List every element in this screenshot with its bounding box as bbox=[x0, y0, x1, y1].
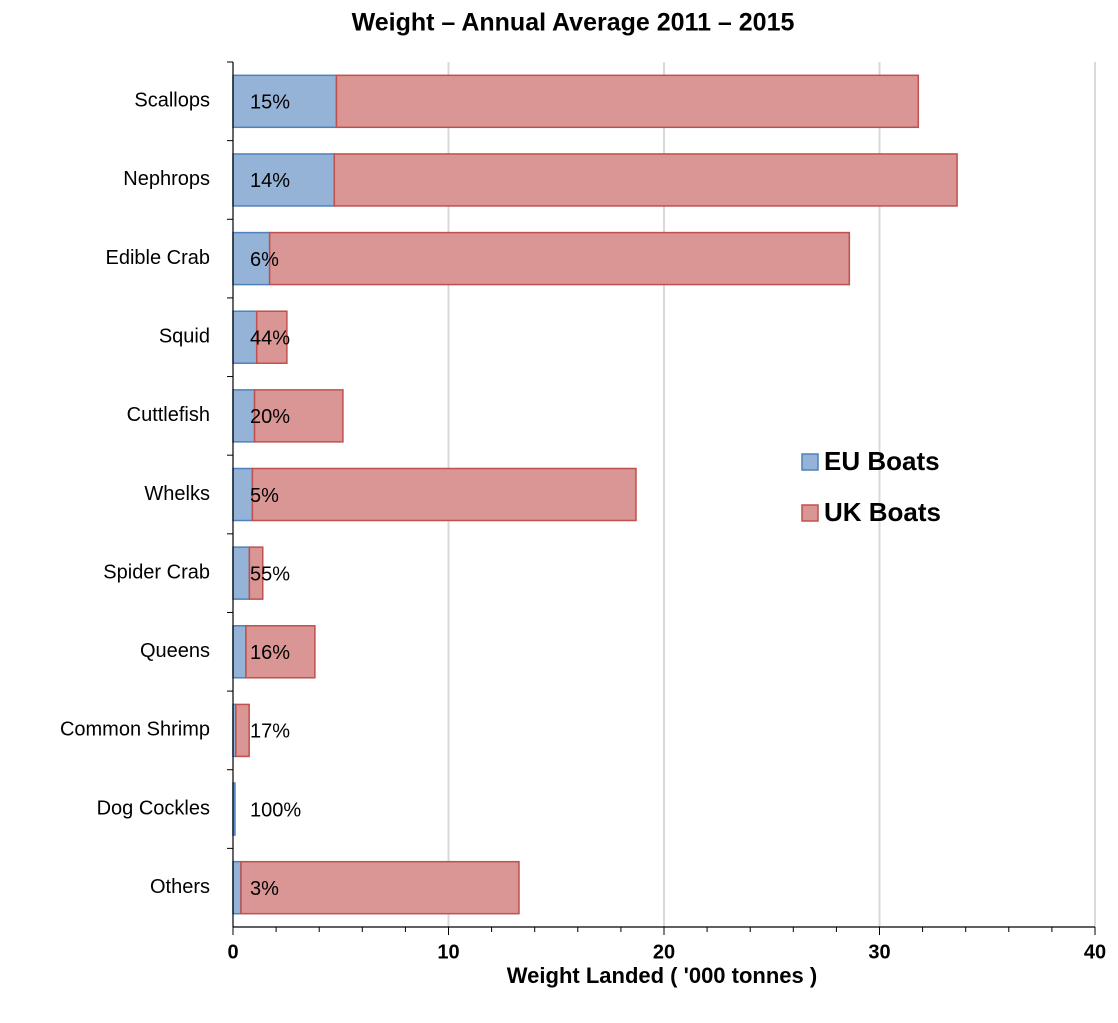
share-label: 14% bbox=[250, 170, 290, 192]
x-tick-label: 40 bbox=[1084, 941, 1106, 963]
y-tick-label: Others bbox=[150, 876, 210, 898]
bar-segment bbox=[251, 467, 637, 522]
x-tick-label: 10 bbox=[437, 941, 459, 963]
legend-label: EU Boats bbox=[824, 446, 940, 476]
y-tick-label: Queens bbox=[140, 640, 210, 662]
share-label: 15% bbox=[250, 92, 290, 114]
legend-swatch bbox=[801, 504, 819, 522]
bar-segment bbox=[245, 625, 316, 679]
bar-segment bbox=[268, 231, 851, 286]
bar-segment bbox=[235, 703, 250, 758]
share-label: 3% bbox=[250, 878, 279, 900]
share-label: 20% bbox=[250, 406, 290, 428]
y-tick-label: Edible Crab bbox=[105, 247, 210, 269]
bar-segment bbox=[232, 546, 251, 600]
y-tick-label: Spider Crab bbox=[103, 561, 210, 583]
share-label: 6% bbox=[250, 249, 279, 271]
y-tick-label: Scallops bbox=[134, 90, 210, 112]
bar-segment bbox=[335, 74, 920, 129]
y-tick-label: Nephrops bbox=[123, 168, 210, 190]
x-tick-label: 0 bbox=[227, 941, 238, 963]
y-tick-label: Dog Cockles bbox=[97, 797, 210, 819]
bar-segment bbox=[255, 310, 288, 364]
x-tick-label: 20 bbox=[653, 941, 675, 963]
bar-segment bbox=[333, 153, 958, 207]
bar-segment bbox=[232, 625, 247, 679]
y-tick-label: Common Shrimp bbox=[60, 719, 210, 741]
bar-segment bbox=[240, 860, 520, 915]
share-label: 55% bbox=[250, 563, 290, 585]
bar-segment bbox=[232, 860, 242, 915]
bar-segment bbox=[253, 389, 344, 443]
share-label: 100% bbox=[250, 799, 301, 821]
legend-label: UK Boats bbox=[824, 497, 941, 527]
y-tick-label: Squid bbox=[159, 326, 210, 348]
x-tick-label: 30 bbox=[868, 941, 890, 963]
x-axis-label: Weight Landed ( '000 tonnes ) bbox=[507, 963, 817, 988]
y-tick-label: Whelks bbox=[144, 483, 210, 505]
bar-segment bbox=[232, 231, 271, 286]
share-label: 17% bbox=[250, 721, 290, 743]
chart-title: Weight – Annual Average 2011 – 2015 bbox=[352, 9, 795, 37]
share-label: 5% bbox=[250, 485, 279, 507]
share-label: 44% bbox=[250, 328, 290, 350]
share-label: 16% bbox=[250, 642, 290, 664]
legend-swatch bbox=[801, 453, 819, 471]
bar-segment bbox=[232, 74, 338, 129]
y-tick-label: Cuttlefish bbox=[127, 404, 210, 426]
bar-segment bbox=[248, 546, 264, 600]
